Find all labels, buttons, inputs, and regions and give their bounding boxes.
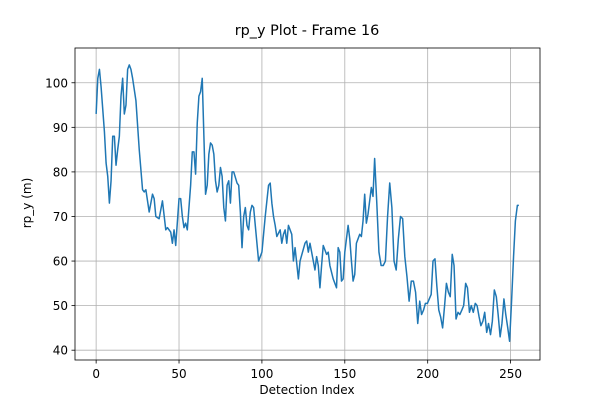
x-tick-label: 200 — [416, 367, 439, 381]
x-tick-label: 100 — [250, 367, 273, 381]
y-tick-label: 90 — [53, 121, 68, 135]
chart-title: rp_y Plot - Frame 16 — [235, 23, 380, 39]
y-tick-label: 70 — [53, 210, 68, 224]
x-tick-label: 0 — [92, 367, 100, 381]
x-axis-label: Detection Index — [259, 383, 354, 397]
y-axis-label: rp_y (m) — [20, 178, 34, 229]
y-tick-label: 80 — [53, 165, 68, 179]
y-tick-label: 40 — [53, 344, 68, 358]
x-tick-label: 50 — [171, 367, 186, 381]
x-tick-label: 150 — [333, 367, 356, 381]
x-tick-label: 250 — [499, 367, 522, 381]
plot-frame — [74, 47, 541, 361]
y-tick-label: 60 — [53, 255, 68, 269]
y-tick-label: 100 — [45, 76, 68, 90]
y-tick-label: 50 — [53, 299, 68, 313]
data-line — [95, 64, 519, 343]
